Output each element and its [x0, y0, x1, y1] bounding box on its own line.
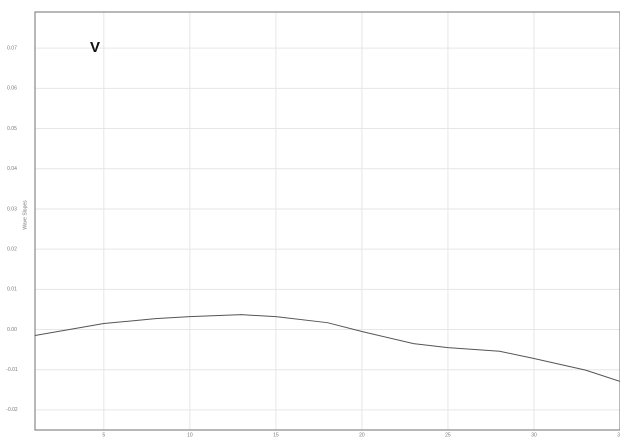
x-tick-label: 35 — [617, 432, 620, 438]
y-tick-label: 0.00 — [7, 327, 17, 333]
y-tick-label: -0.01 — [6, 367, 18, 373]
y-tick-label: 0.07 — [7, 46, 17, 52]
y-tick-label: 0.05 — [7, 126, 17, 132]
plot-frame — [34, 11, 620, 431]
x-tick-label: 5 — [102, 432, 105, 438]
x-tick-label: 20 — [359, 432, 365, 438]
y-tick-label: 0.06 — [7, 86, 17, 92]
y-tick-label: 0.01 — [7, 287, 17, 293]
x-tick-label: 25 — [445, 432, 451, 438]
x-tick-label: 15 — [273, 432, 279, 438]
y-tick-label: 0.04 — [7, 166, 17, 172]
y-tick-label: -0.02 — [6, 407, 18, 413]
line — [34, 314, 620, 382]
x-tick-label: 30 — [531, 432, 537, 438]
y-tick-label: 0.03 — [7, 206, 17, 212]
y-axis-label: Wave Slopes — [22, 200, 28, 230]
y-tick-label: 0.02 — [7, 246, 17, 252]
x-tick-label: 10 — [187, 432, 193, 438]
annotation: V — [90, 39, 100, 56]
